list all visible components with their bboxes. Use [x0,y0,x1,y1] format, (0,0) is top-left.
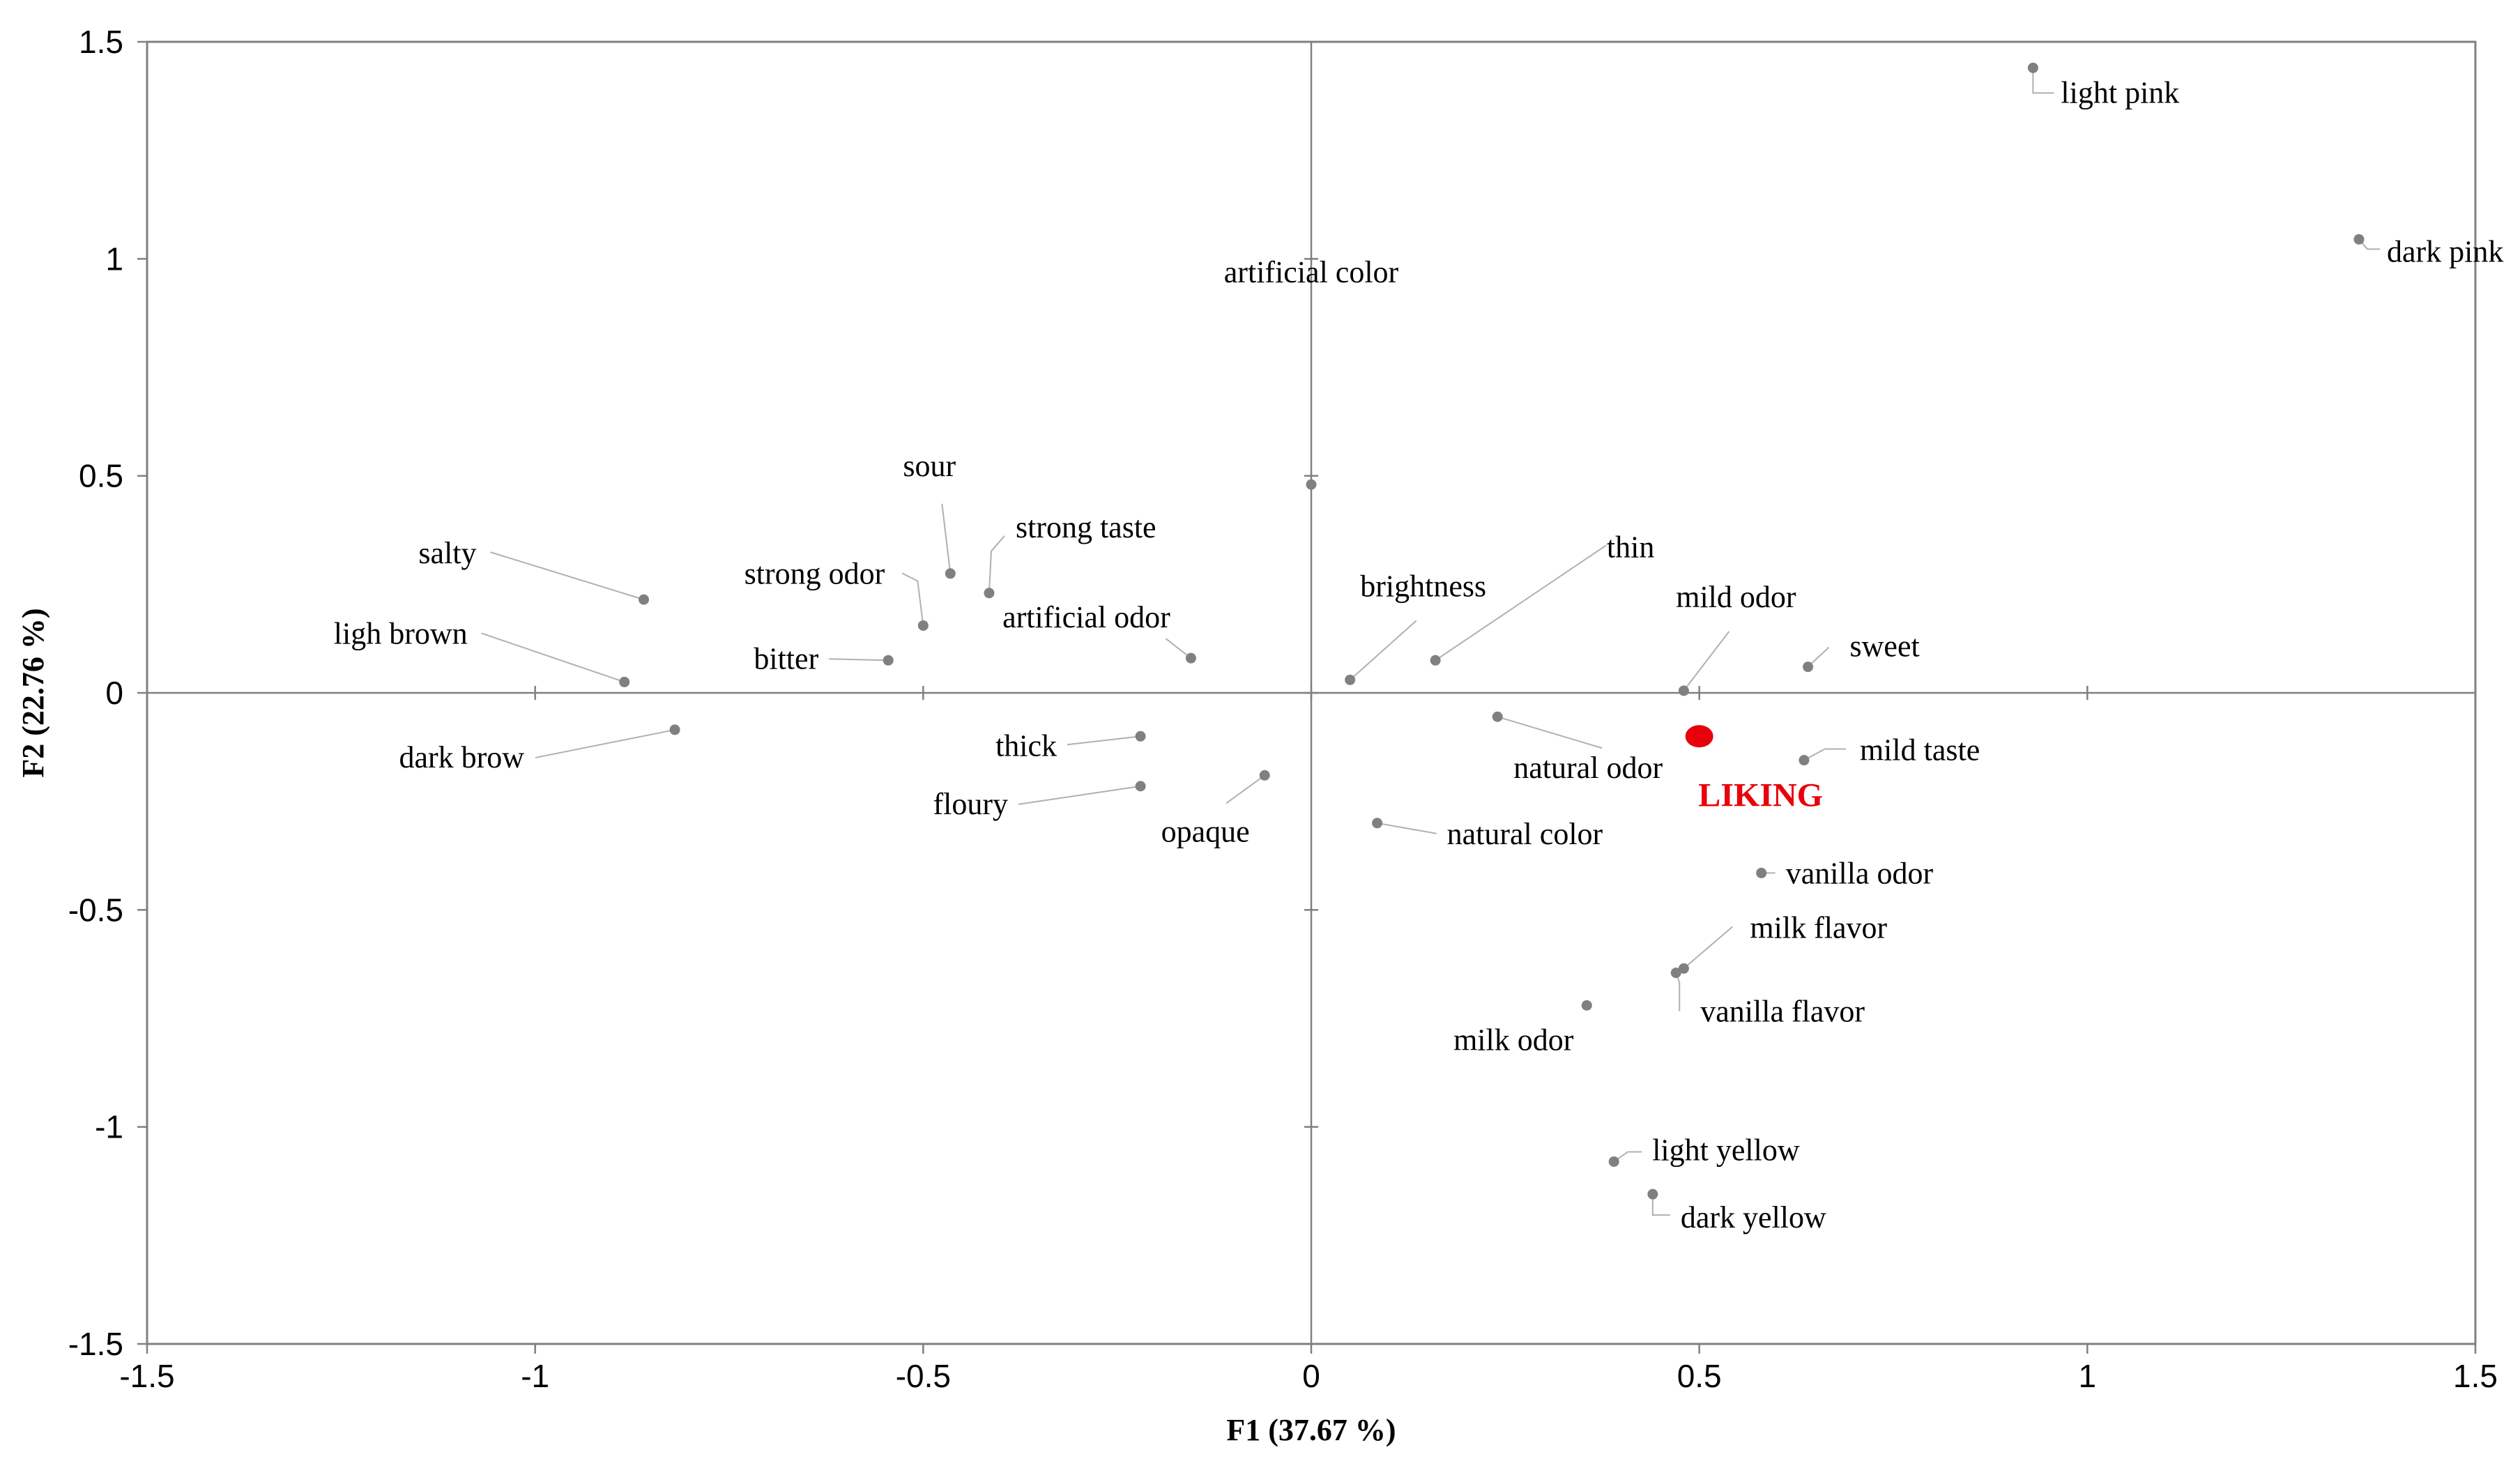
leader-natural-color [1377,822,1437,834]
label-opaque: opaque [1161,814,1250,848]
point-light-pink [2027,62,2038,73]
label-mild-odor: mild odor [1676,580,1796,614]
label-thick: thick [995,728,1057,763]
label-floury: floury [933,787,1009,821]
point-natural-odor [1492,711,1503,722]
data-points [619,62,2365,1200]
point-sweet [1803,662,1814,673]
leader-salty [490,551,644,601]
y-tick-label: -0.5 [68,892,123,928]
label-dark-yellow: dark yellow [1681,1200,1826,1234]
leader-light-pink [2032,68,2054,94]
y-tick-label: 1.5 [79,24,123,60]
label-natural-odor: natural odor [1513,751,1663,785]
label-light-yellow: light yellow [1652,1133,1800,1167]
label-strong-odor: strong odor [744,556,885,590]
label-salty: salty [418,536,476,570]
label-liking: LIKING [1698,777,1823,813]
point-brightness [1345,674,1356,685]
x-tick-label: -1.5 [119,1358,174,1394]
point-thin [1430,655,1441,666]
point-mild-odor [1678,685,1689,696]
y-tick-label: 0.5 [79,458,123,494]
leader-bitter [829,658,889,662]
label-vanilla-odor: vanilla odor [1786,856,1934,890]
point-floury [1135,781,1146,792]
point-light-yellow [1608,1156,1619,1167]
point-opaque [1259,770,1270,781]
x-tick-label: -0.5 [896,1358,951,1394]
leader-strong-taste [988,535,1005,593]
point-mild-taste [1799,755,1810,766]
point-labels: light pink dark pink artificial color sour s… [334,75,2504,1234]
leader-light-yellow [1613,1151,1642,1163]
leader-mild-odor [1683,631,1730,691]
label-sour: sour [903,449,956,483]
label-bitter: bitter [754,641,818,675]
label-artificial-odor: artificial odor [1002,600,1170,634]
point-salty [639,594,650,605]
leader-strong-odor [901,572,924,626]
leader-ligh-brown [481,632,625,683]
x-tick-label: 1.5 [2453,1358,2498,1394]
point-artificial-color [1306,479,1317,490]
y-tick-label: 1 [105,240,123,277]
point-strong-odor [917,620,929,631]
point-sour [945,568,956,579]
point-vanilla-flavor [1670,968,1681,979]
leader-floury [1018,785,1141,805]
label-mild-taste: mild taste [1860,733,1980,767]
point-liking [1685,725,1713,748]
point-natural-color [1372,818,1383,829]
point-dark-pink [2353,234,2365,245]
leader-thick [1067,735,1141,746]
leader-dark-brow [535,728,675,758]
leader-natural-odor [1497,716,1603,749]
leader-sour [941,503,952,574]
point-artificial-odor [1185,652,1196,664]
point-dark-yellow [1647,1188,1658,1200]
label-dark-brow: dark brow [399,740,524,774]
leader-brightness [1349,620,1417,681]
label-strong-taste: strong taste [1016,510,1156,544]
x-tick-label: -1 [521,1358,549,1394]
leader-milk-flavor [1683,926,1734,970]
label-thin: thin [1607,530,1654,564]
y-axis: 1.5 1 0.5 0 -0.5 -1 -1.5 [68,24,1318,1362]
y-axis-title: F2 (22.76 %) [16,608,50,777]
point-milk-odor [1581,1000,1592,1011]
y-tick-label: 0 [105,675,123,711]
label-sweet: sweet [1850,629,1920,664]
point-milk-flavor [1678,963,1689,974]
leader-thin [1435,544,1607,662]
y-tick-label: -1.5 [68,1326,123,1362]
label-milk-flavor: milk flavor [1750,910,1887,945]
point-strong-taste [984,588,995,599]
point-dark-brow [669,724,680,735]
leader-lines [481,68,2380,1216]
leader-dark-yellow [1651,1194,1670,1216]
leader-opaque [1225,774,1265,804]
y-tick-label: -1 [95,1109,123,1145]
x-axis-title: F1 (37.67 %) [1226,1413,1396,1447]
point-thick [1135,731,1146,742]
label-natural-color: natural color [1447,817,1603,851]
x-tick-label: 1 [2079,1358,2097,1394]
label-ligh-brown: ligh brown [334,616,468,650]
point-ligh-brown [619,676,630,687]
label-vanilla-flavor: vanilla flavor [1700,995,1865,1029]
label-light-pink: light pink [2061,75,2179,109]
leader-mild-taste [1803,748,1846,761]
x-tick-label: 0 [1302,1358,1320,1394]
point-bitter [883,655,894,666]
label-brightness: brightness [1360,569,1486,603]
label-artificial-color: artificial color [1224,255,1399,289]
leader-artificial-odor [1165,638,1192,659]
label-milk-odor: milk odor [1453,1023,1574,1057]
label-dark-pink: dark pink [2387,234,2503,268]
point-vanilla-odor [1756,867,1767,878]
x-tick-label: 0.5 [1677,1358,1722,1394]
